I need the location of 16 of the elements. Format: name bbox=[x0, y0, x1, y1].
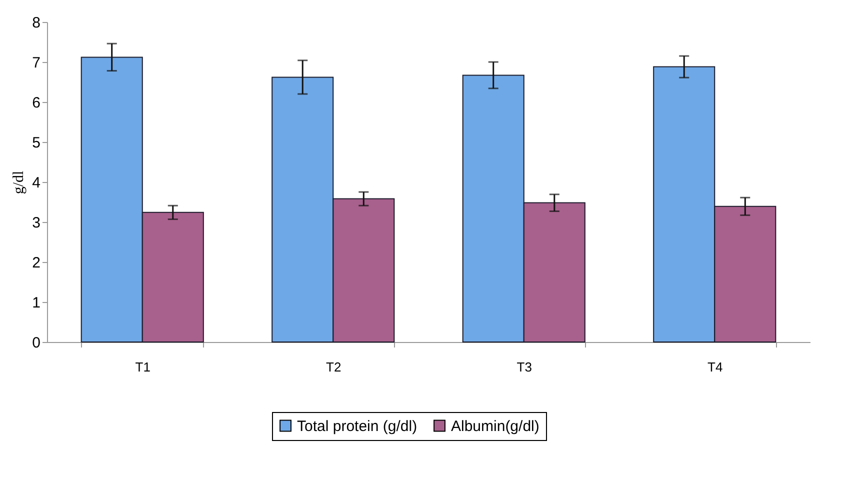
y-tick-label: 5 bbox=[32, 134, 40, 152]
x-tick-label: T4 bbox=[708, 360, 723, 374]
y-tick-label: 1 bbox=[32, 294, 40, 312]
y-tick-label: 6 bbox=[32, 94, 40, 112]
x-tick-label: T2 bbox=[326, 360, 342, 374]
y-axis-title: g/dl bbox=[11, 170, 28, 194]
legend-label: Albumin(g/dl) bbox=[451, 418, 540, 435]
legend-label: Total protein (g/dl) bbox=[297, 418, 418, 435]
x-tick-label: T1 bbox=[135, 360, 150, 374]
y-tick-label: 0 bbox=[32, 334, 40, 352]
y-tick-label: 7 bbox=[32, 54, 40, 72]
y-tick-label: 3 bbox=[32, 214, 40, 232]
y-tick-label: 4 bbox=[32, 174, 40, 192]
x-tick-label: T3 bbox=[516, 360, 532, 374]
y-tick-label: 2 bbox=[32, 254, 40, 272]
y-tick-label: 8 bbox=[32, 14, 40, 32]
